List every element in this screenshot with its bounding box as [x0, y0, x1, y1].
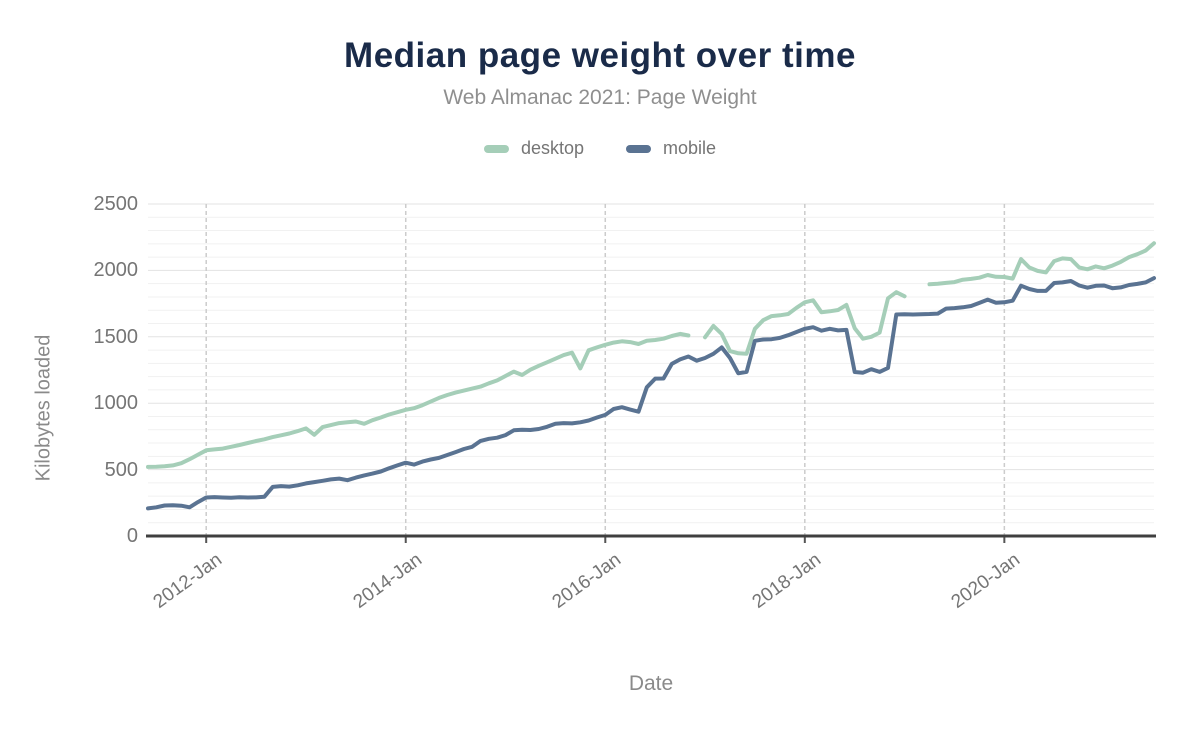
- y-tick-label: 0: [126, 525, 138, 547]
- x-axis-title: Date: [628, 672, 674, 695]
- y-tick-label: 2500: [93, 193, 139, 215]
- legend-item-desktop: desktop: [483, 138, 584, 159]
- y-tick-label: 500: [104, 458, 138, 481]
- legend: desktop mobile: [0, 138, 1200, 159]
- chart-subtitle: Web Almanac 2021: Page Weight: [443, 86, 757, 109]
- legend-label: mobile: [663, 138, 717, 158]
- chart-title: Median page weight over time: [344, 36, 856, 75]
- y-tick-label: 2000: [93, 259, 139, 282]
- desktop-swatch-icon: [483, 144, 509, 153]
- y-tick-label: 1000: [93, 392, 139, 415]
- mobile-line: [146, 276, 1156, 511]
- mobile-swatch-icon: [626, 144, 651, 153]
- desktop-line: [146, 241, 1156, 469]
- y-tick-label: 1500: [93, 325, 139, 348]
- legend-item-mobile: mobile: [626, 138, 716, 159]
- legend-label: desktop: [520, 138, 584, 158]
